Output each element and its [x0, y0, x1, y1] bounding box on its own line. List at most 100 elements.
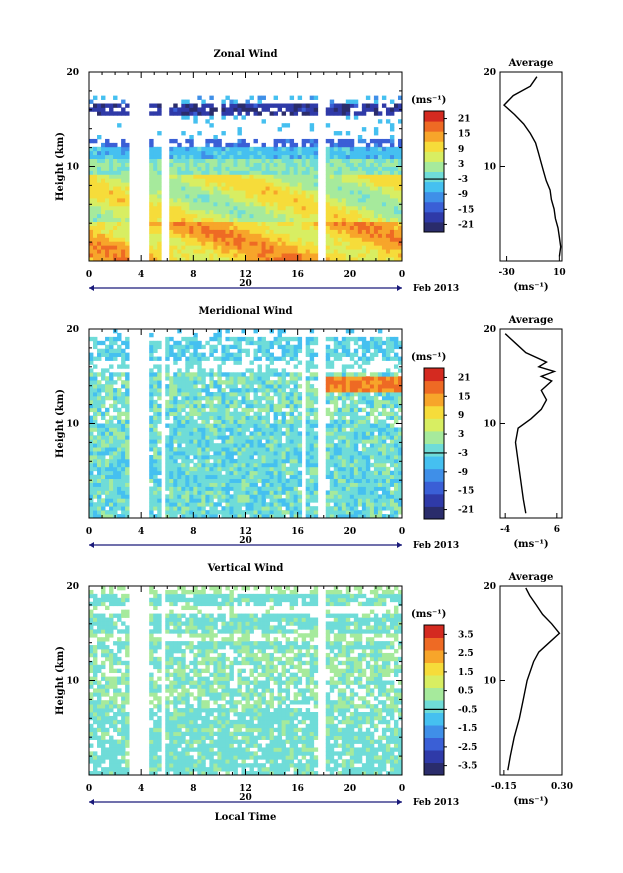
- heatmap-cell: [381, 490, 387, 495]
- heatmap-cell: [109, 233, 114, 238]
- heatmap-cell: [381, 225, 387, 230]
- heatmap-cell: [153, 241, 158, 246]
- heatmap-cell: [305, 360, 311, 365]
- heatmap-cell: [257, 376, 262, 381]
- heatmap-cell: [289, 95, 295, 100]
- heatmap-cell: [257, 411, 262, 417]
- heatmap-cell: [297, 494, 303, 499]
- heatmap-cell: [181, 407, 186, 413]
- heatmap-cell: [153, 103, 158, 108]
- heatmap-cell: [365, 419, 371, 424]
- heatmap-cell: [261, 451, 266, 456]
- heatmap-cell: [297, 411, 303, 417]
- heatmap-cell: [209, 439, 214, 444]
- heatmap-cell: [325, 372, 331, 377]
- heatmap-cell: [297, 423, 303, 428]
- heatmap-cell: [121, 233, 126, 238]
- heatmap-cell: [125, 158, 130, 163]
- heatmap-cell: [265, 435, 270, 440]
- heatmap-cell: [93, 150, 98, 156]
- heatmap-cell: [97, 170, 102, 175]
- heatmap-cell: [345, 213, 351, 219]
- heatmap-cell: [337, 458, 343, 464]
- heatmap-cell: [269, 237, 274, 242]
- heatmap-cell: [89, 439, 94, 444]
- heatmap-cell: [185, 458, 190, 464]
- heatmap-cell: [249, 253, 254, 258]
- x-tick-label: 4: [138, 270, 144, 280]
- heatmap-cell: [333, 162, 339, 167]
- heatmap-cell: [285, 217, 291, 223]
- heatmap-cell: [333, 431, 339, 436]
- heatmap-cell: [269, 233, 274, 238]
- heatmap-cell: [337, 138, 343, 144]
- heatmap-cell: [217, 384, 222, 389]
- heatmap-cell: [193, 340, 198, 346]
- heatmap-cell: [241, 221, 246, 226]
- heatmap-cell: [361, 395, 367, 401]
- heatmap-cell: [273, 217, 279, 223]
- heatmap-cell: [105, 186, 110, 191]
- heatmap-cell: [265, 395, 270, 401]
- heatmap-cell: [297, 217, 303, 223]
- heatmap-cell: [193, 249, 198, 254]
- heatmap-cell: [249, 380, 254, 385]
- heatmap-cell: [245, 107, 250, 112]
- heatmap-cell: [333, 435, 339, 440]
- heatmap-cell: [257, 162, 262, 167]
- heatmap-cell: [237, 474, 242, 480]
- heatmap-cell: [205, 111, 210, 116]
- heatmap-cell: [89, 482, 94, 487]
- heatmap-cell: [257, 458, 262, 464]
- heatmap-cell: [205, 162, 210, 167]
- colorbar-segment: [424, 131, 444, 142]
- heatmap-cell: [153, 443, 158, 448]
- heatmap-cell: [213, 233, 218, 238]
- heatmap-cell: [277, 384, 283, 389]
- heatmap-cell: [221, 478, 226, 483]
- heatmap-cell: [305, 217, 311, 223]
- heatmap-cell: [397, 178, 403, 183]
- heatmap-cell: [253, 376, 258, 381]
- heatmap-cell: [305, 340, 311, 346]
- heatmap-cell: [149, 142, 154, 148]
- heatmap-cell: [213, 486, 218, 491]
- heatmap-cell: [337, 415, 343, 420]
- heatmap-cell: [153, 392, 158, 397]
- heatmap-cell: [277, 380, 283, 385]
- heatmap-cell: [333, 395, 339, 401]
- heatmap-cell: [273, 462, 279, 468]
- heatmap-cell: [357, 249, 363, 254]
- heatmap-cell: [341, 245, 347, 250]
- heatmap-cell: [233, 190, 238, 195]
- heatmap-cell: [201, 205, 206, 211]
- heatmap-cell: [221, 462, 226, 468]
- heatmap-cell: [217, 213, 222, 219]
- heatmap-cell: [149, 443, 154, 448]
- heatmap-cell: [329, 237, 335, 242]
- heatmap-cell: [185, 233, 190, 238]
- heatmap-cell: [313, 257, 319, 262]
- heatmap-cell: [225, 329, 230, 334]
- heatmap-cell: [333, 142, 339, 148]
- heatmap-cell: [177, 368, 182, 373]
- heatmap-cell: [189, 466, 194, 472]
- heatmap-cell: [121, 392, 126, 397]
- heatmap-cell: [305, 392, 311, 397]
- heatmap-cell: [125, 194, 130, 199]
- heatmap-cell: [361, 451, 367, 456]
- heatmap-cell: [281, 329, 287, 334]
- heatmap-cell: [313, 395, 319, 401]
- heatmap-cell: [189, 427, 194, 432]
- heatmap-cell: [365, 257, 371, 262]
- heatmap-cell: [237, 372, 242, 377]
- heatmap-cell: [153, 154, 158, 160]
- heatmap-cell: [177, 498, 182, 503]
- heatmap-cell: [365, 510, 371, 515]
- heatmap-cell: [205, 494, 210, 499]
- heatmap-cell: [189, 205, 194, 211]
- heatmap-cell: [273, 478, 279, 483]
- heatmap-cell: [277, 395, 283, 401]
- heatmap-cell: [185, 213, 190, 219]
- heatmap-cell: [313, 146, 319, 152]
